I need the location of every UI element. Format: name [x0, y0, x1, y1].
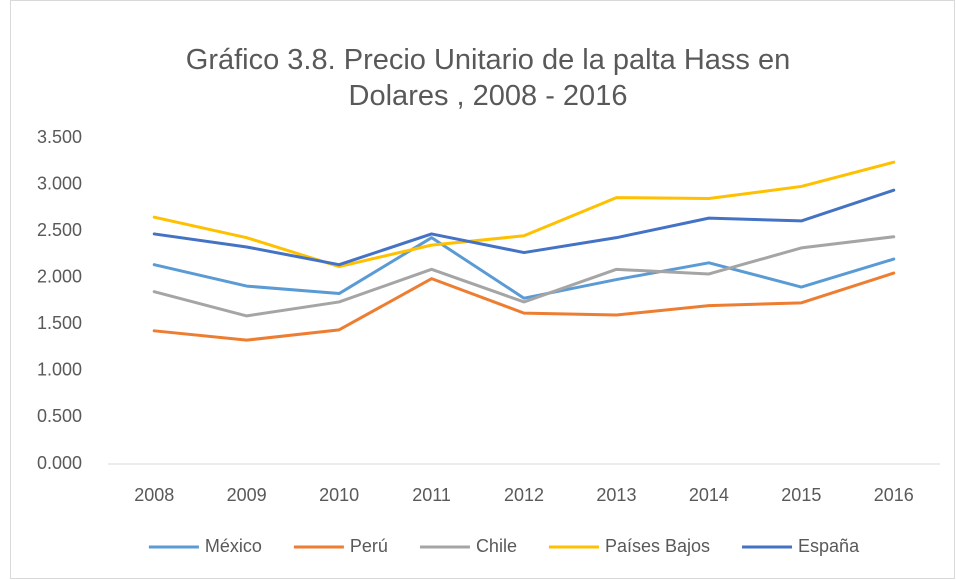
- y-tick-label: 0.500: [37, 406, 82, 426]
- series-line: [152, 236, 896, 300]
- series-line: [152, 188, 896, 267]
- x-tick-label: 2009: [227, 485, 267, 505]
- x-tick-label: 2012: [504, 485, 544, 505]
- x-tick-label: 2016: [874, 485, 914, 505]
- y-tick-label: 1.500: [37, 313, 82, 333]
- y-tick-label: 0.000: [37, 453, 82, 473]
- x-tick-label: 2014: [689, 485, 729, 505]
- y-tick-label: 3.500: [37, 127, 82, 147]
- x-tick-label: 2013: [596, 485, 636, 505]
- series-line: [152, 235, 896, 318]
- y-tick-label: 1.000: [37, 360, 82, 380]
- legend-label: Perú: [350, 536, 388, 556]
- legend-label: España: [798, 536, 860, 556]
- x-tick-label: 2010: [319, 485, 359, 505]
- legend-label: Chile: [476, 536, 517, 556]
- series-line: [152, 271, 896, 342]
- x-tick-label: 2015: [781, 485, 821, 505]
- series-line: [152, 160, 896, 269]
- y-tick-label: 3.000: [37, 173, 82, 193]
- x-tick-label: 2011: [412, 485, 451, 505]
- legend-label: México: [205, 536, 262, 556]
- y-tick-label: 2.500: [37, 220, 82, 240]
- chart-title: Gráfico 3.8. Precio Unitario de la palta…: [185, 44, 791, 112]
- x-tick-label: 2008: [134, 485, 174, 505]
- chart-border: [10, 0, 955, 579]
- y-tick-label: 2.000: [37, 266, 82, 286]
- legend-label: Países Bajos: [605, 536, 710, 556]
